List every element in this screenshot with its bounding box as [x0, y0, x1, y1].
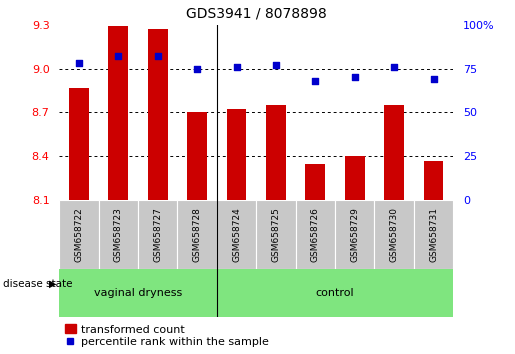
- Text: ▶: ▶: [49, 279, 57, 289]
- Bar: [296, 200, 335, 269]
- Point: [232, 64, 241, 70]
- Bar: [374, 200, 414, 269]
- Point: [193, 66, 201, 72]
- Point: [311, 78, 319, 84]
- Bar: [148, 29, 167, 200]
- Bar: [384, 105, 404, 200]
- Bar: [414, 200, 453, 269]
- Bar: [59, 200, 99, 269]
- Text: GSM658727: GSM658727: [153, 207, 162, 262]
- Point: [153, 53, 162, 59]
- Title: GDS3941 / 8078898: GDS3941 / 8078898: [186, 7, 327, 21]
- Text: GSM658730: GSM658730: [390, 207, 399, 262]
- Text: GSM658726: GSM658726: [311, 207, 320, 262]
- Bar: [424, 161, 443, 200]
- Bar: [109, 26, 128, 200]
- Bar: [99, 200, 138, 269]
- Point: [430, 76, 438, 82]
- Bar: [266, 105, 286, 200]
- Text: GSM658728: GSM658728: [193, 207, 201, 262]
- Text: GSM658729: GSM658729: [350, 207, 359, 262]
- Point: [390, 64, 398, 70]
- Point: [351, 75, 359, 80]
- Text: GSM658724: GSM658724: [232, 207, 241, 262]
- Text: control: control: [316, 288, 354, 298]
- Bar: [138, 200, 177, 269]
- Bar: [69, 87, 89, 200]
- Text: GSM658723: GSM658723: [114, 207, 123, 262]
- Point: [75, 61, 83, 66]
- Point: [114, 53, 123, 59]
- Bar: [177, 200, 217, 269]
- Bar: [305, 164, 325, 200]
- Bar: [227, 109, 246, 200]
- Bar: [59, 269, 217, 317]
- Bar: [335, 200, 374, 269]
- Text: GSM658722: GSM658722: [75, 207, 83, 262]
- Bar: [217, 200, 256, 269]
- Text: GSM658731: GSM658731: [429, 207, 438, 262]
- Legend: transformed count, percentile rank within the sample: transformed count, percentile rank withi…: [65, 324, 269, 347]
- Bar: [217, 269, 453, 317]
- Text: vaginal dryness: vaginal dryness: [94, 288, 182, 298]
- Text: disease state: disease state: [3, 279, 72, 289]
- Bar: [256, 200, 296, 269]
- Point: [272, 62, 280, 68]
- Bar: [345, 156, 365, 200]
- Text: GSM658725: GSM658725: [271, 207, 280, 262]
- Bar: [187, 113, 207, 200]
